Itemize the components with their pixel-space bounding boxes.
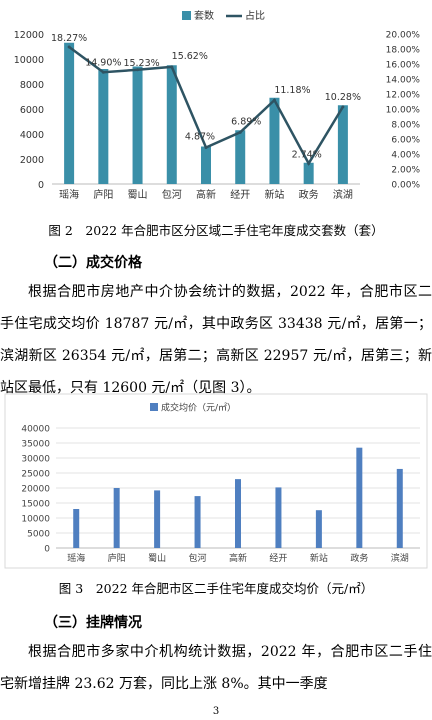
line-point (238, 130, 242, 134)
x-tick-label: 庐阳 (108, 552, 126, 564)
figure-2-caption: 图 2 2022 年合肥市区分区域二手住宅年度成交套数（套） (48, 223, 384, 238)
legend-label-line: 占比 (245, 9, 265, 22)
data-label: 10.28% (325, 92, 361, 103)
y-left-tick-label: 0 (38, 180, 44, 191)
line-point (101, 70, 105, 74)
line-point (272, 98, 276, 102)
bar (337, 105, 348, 184)
x-tick-label: 政务 (350, 552, 368, 564)
x-tick-label: 滨湖 (333, 188, 353, 201)
x-tick-label: 新站 (310, 552, 328, 564)
x-tick-label: 高新 (229, 552, 247, 564)
x-tick-label: 包河 (189, 552, 207, 564)
price-paragraph: 根据合肥市房地产中介协会统计的数据，2022 年，合肥市区二手住宅成交均价 18… (0, 284, 432, 396)
y-tick-label: 0 (44, 545, 50, 555)
y-right-tick-label: 4.00% (391, 151, 420, 161)
bar (269, 97, 280, 184)
y-tick-label: 25000 (21, 470, 50, 480)
legend-label: 成交均价（元/㎡） (161, 402, 236, 414)
x-tick-label: 蜀山 (128, 189, 148, 201)
line-point (341, 105, 345, 109)
data-label: 6.89% (231, 116, 261, 127)
x-tick-label: 经开 (230, 188, 250, 201)
x-tick-label: 经开 (269, 552, 287, 564)
line-point (170, 65, 174, 69)
figure-3-caption: 图 3 2022 年合肥市区二手住宅年度成交均价（元/㎡） (58, 581, 374, 596)
chart-frame (4, 393, 428, 569)
bar (154, 490, 161, 548)
data-label: 11.18% (274, 85, 310, 96)
listing-section-heading: （三）挂牌情况 (44, 615, 142, 631)
x-tick-label: 高新 (196, 188, 216, 201)
bar (73, 509, 80, 548)
bar (396, 468, 403, 548)
y-tick-label: 15000 (21, 500, 50, 510)
y-tick-label: 35000 (21, 440, 50, 450)
bar (303, 162, 314, 184)
y-right-tick-label: 6.00% (391, 136, 420, 146)
x-tick-label: 新站 (264, 188, 284, 201)
x-tick-label: 滨湖 (391, 552, 409, 564)
data-label: 18.27% (51, 33, 87, 44)
y-right-tick-label: 14.00% (386, 76, 421, 86)
x-tick-label: 蜀山 (148, 553, 166, 564)
legend-label-bars: 套数 (194, 9, 214, 22)
y-right-tick-label: 20.00% (386, 31, 421, 41)
average-price-chart: 0 5000 10000 15000 20000 25000 30000 35000 40000… (4, 393, 428, 569)
y-left-tick-label: 12000 (14, 30, 44, 41)
x-tick-label: 政务 (299, 188, 319, 201)
y-left-tick-label: 8000 (20, 80, 44, 91)
y-tick-label: 20000 (21, 485, 50, 495)
bar (64, 42, 75, 184)
x-tick-label: 瑶海 (59, 188, 79, 201)
x-tick-label: 庐阳 (93, 188, 113, 201)
listing-paragraph: 根据合肥市多家中介机构统计数据，2022 年，合肥市区二手住宅新增挂牌 23.6… (0, 644, 432, 692)
bar (315, 510, 322, 548)
y-left-tick-label: 6000 (20, 105, 44, 116)
price-section-heading: （二）成交价格 (44, 255, 142, 271)
y-left-tick-label: 2000 (20, 155, 44, 166)
legend-swatch-bars (182, 11, 191, 20)
y-right-tick-label: 16.00% (386, 61, 421, 71)
data-label: 4.87% (185, 131, 215, 142)
y-tick-label: 5000 (27, 530, 50, 540)
bar (235, 130, 246, 184)
y-tick-label: 10000 (21, 515, 50, 525)
bar (201, 146, 211, 184)
data-label: 2.74% (292, 149, 322, 160)
line-point (67, 45, 71, 49)
line-point (307, 161, 311, 165)
y-left-tick-label: 10000 (14, 55, 44, 66)
y-tick-label: 40000 (21, 425, 50, 435)
data-label: 14.90% (85, 57, 121, 68)
y-right-tick-label: 12.00% (386, 91, 421, 101)
line-point (204, 145, 208, 149)
y-right-tick-label: 2.00% (391, 166, 420, 176)
bar (98, 69, 109, 184)
bar (235, 479, 241, 548)
y-right-tick-label: 18.00% (386, 46, 421, 56)
y-right-tick-label: 10.00% (386, 106, 421, 116)
bar (132, 66, 143, 184)
x-tick-label: 瑶海 (67, 552, 85, 564)
line-point (136, 68, 140, 72)
bar (194, 496, 201, 548)
y-tick-label: 30000 (21, 455, 50, 465)
transaction-count-chart: 0 2000 4000 6000 8000 10000 12000 0.00% 2.00% 4.0… (14, 9, 421, 201)
bar (356, 447, 363, 548)
y-right-tick-label: 0.00% (391, 181, 420, 191)
legend-swatch (150, 403, 158, 411)
x-tick-label: 包河 (162, 188, 182, 201)
bar (166, 65, 177, 184)
data-label: 15.23% (123, 58, 159, 69)
y-left-tick-label: 4000 (20, 130, 44, 141)
data-label: 15.62% (172, 51, 208, 62)
bar (275, 487, 282, 548)
bar (113, 488, 120, 548)
page-number: 3 (212, 706, 220, 717)
y-right-tick-label: 8.00% (391, 121, 420, 131)
